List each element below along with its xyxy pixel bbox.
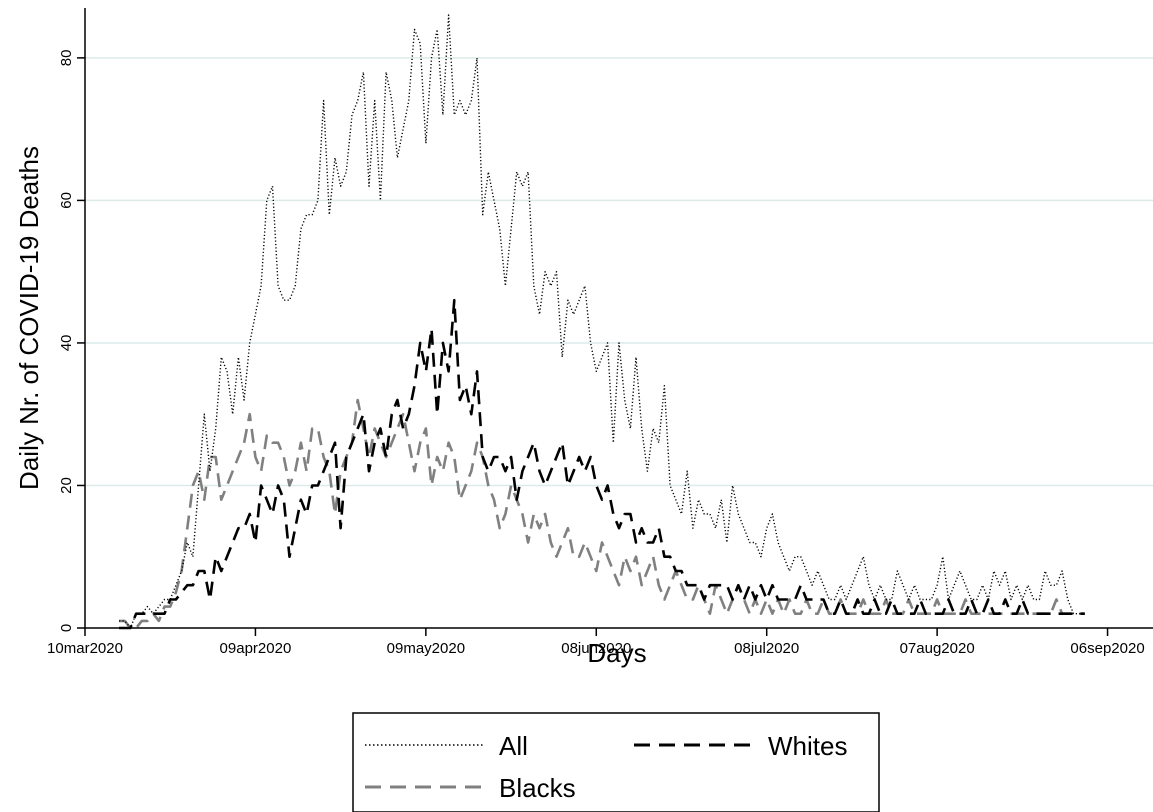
- series-lines: [119, 14, 1085, 630]
- x-tick-label-6: 06sep2020: [1070, 640, 1144, 657]
- y-tick-label-0: 0: [58, 624, 75, 632]
- x-tick-label-2: 09may2020: [387, 640, 465, 657]
- legend-label-whites: Whites: [768, 731, 847, 761]
- x-tick-label-4: 08jul2020: [734, 640, 799, 657]
- y-axis-ticks: 0 20 40 60 80: [58, 50, 85, 632]
- x-axis-ticks: 10mar2020 09apr2020 09may2020 08jun2020 08ju…: [47, 628, 1145, 657]
- x-tick-label-0: 10mar2020: [47, 640, 123, 657]
- y-tick-label-80: 80: [58, 50, 75, 67]
- legend-label-blacks: Blacks: [499, 773, 576, 803]
- series-line-whites: [119, 298, 1085, 630]
- x-tick-label-1: 09apr2020: [220, 640, 292, 657]
- series-line-all: [119, 14, 1085, 629]
- x-tick-label-5: 07aug2020: [900, 640, 975, 657]
- legend-box: [352, 712, 880, 812]
- legend: All Whites Blacks: [352, 712, 880, 812]
- y-tick-label-20: 20: [58, 477, 75, 494]
- grid-lines: [85, 57, 1153, 487]
- legend-label-all: All: [499, 731, 528, 761]
- axes: [84, 8, 1153, 629]
- series-line-blacks: [119, 398, 1085, 630]
- y-axis-title: Daily Nr. of COVID-19 Deaths: [14, 146, 44, 490]
- y-tick-label-40: 40: [58, 335, 75, 352]
- x-tick-label-3: 08jun2020: [561, 640, 631, 657]
- y-tick-label-60: 60: [58, 192, 75, 209]
- x-axis-title: Days: [587, 638, 646, 668]
